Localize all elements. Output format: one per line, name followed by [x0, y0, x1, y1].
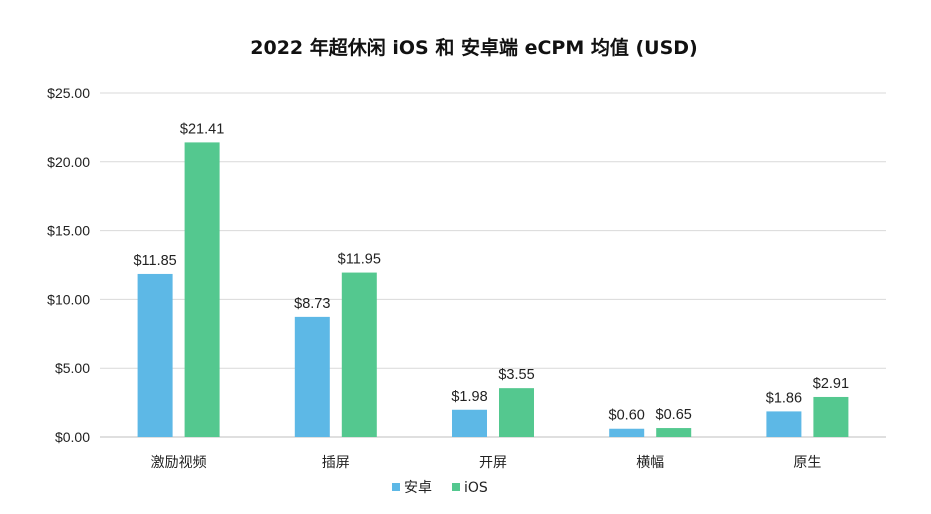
x-category-label: 原生: [793, 455, 821, 471]
gridlines: [100, 92, 886, 438]
bar-ios: [184, 142, 220, 437]
y-tick-label: $20.00: [47, 154, 90, 170]
legend-label-android: 安卓: [404, 480, 432, 496]
x-category-label: 插屏: [322, 455, 350, 471]
chart-title: 2022 年超休闲 iOS 和 安卓端 eCPM 均值 (USD): [250, 36, 697, 59]
legend-swatch-android: [392, 483, 400, 491]
data-label: $21.41: [180, 121, 224, 137]
bar-android: [137, 273, 173, 437]
data-label: $2.91: [813, 376, 849, 392]
legend: 安卓 iOS: [392, 480, 488, 496]
bar-android: [452, 409, 487, 437]
y-tick-label: $15.00: [47, 223, 90, 239]
data-label: $3.55: [498, 367, 534, 383]
y-tick-label: $5.00: [55, 360, 90, 376]
bar-android: [609, 428, 645, 437]
bar-android: [766, 411, 802, 437]
bar-ios: [341, 272, 377, 437]
data-label: $11.85: [133, 253, 176, 269]
data-labels: $11.85 $21.41 $8.73 $11.95 $1.98 $3.55 $0.60 $0…: [133, 121, 849, 423]
bar-ios: [813, 396, 849, 437]
data-label: $1.98: [451, 389, 487, 405]
bar-android: [294, 316, 330, 437]
bar-ios: [499, 388, 534, 437]
x-category-label: 激励视频: [151, 454, 207, 471]
data-label: $11.95: [338, 252, 381, 268]
legend-swatch-ios: [452, 483, 460, 491]
data-label: $1.86: [766, 390, 802, 406]
y-tick-label: $0.00: [55, 429, 90, 445]
bar-ios: [656, 428, 692, 437]
x-category-label: 开屏: [479, 455, 507, 471]
x-category-label: 横幅: [636, 455, 664, 471]
y-axis-ticks: $0.00 $5.00 $10.00 $15.00 $20.00 $25.00: [47, 85, 90, 445]
data-label: $8.73: [294, 296, 330, 312]
x-axis-categories: 激励视频 插屏 开屏 横幅 原生: [151, 454, 822, 471]
data-label: $0.60: [609, 408, 645, 424]
y-tick-label: $10.00: [47, 291, 90, 307]
data-label: $0.65: [656, 407, 692, 423]
y-tick-label: $25.00: [47, 85, 90, 101]
legend-label-ios: iOS: [464, 480, 488, 496]
bars: [137, 142, 849, 437]
